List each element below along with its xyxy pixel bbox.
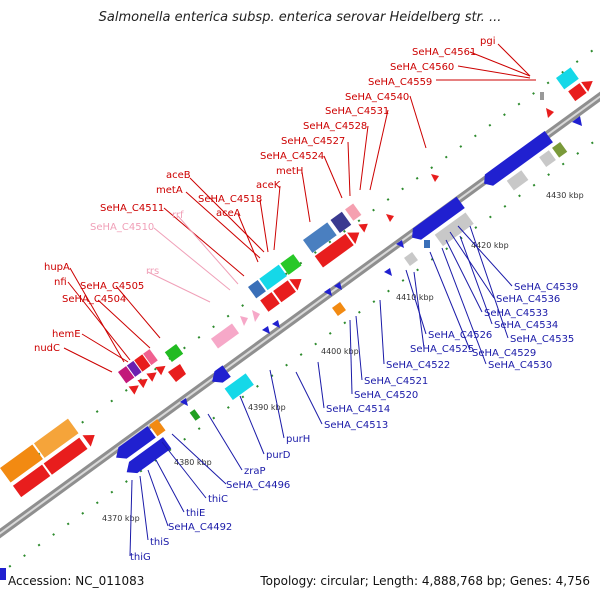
gene-label: pgi [480,36,495,47]
gene-label: metH [276,166,303,177]
gene-label: SeHA_C4525 [410,344,474,355]
gene-label: rrf [172,210,184,221]
gene-block [43,437,88,475]
gene-label: SeHA_C4539 [514,282,578,293]
gene-block [12,464,51,498]
gene-labels-top: pgi SeHA_C4561 SeHA_C4560 SeHA_C4559 SeH… [34,36,495,354]
gene-label: thiC [208,494,228,505]
gene-label: hemE [52,329,81,340]
gene-label: purD [266,450,291,461]
gene-arrow [82,435,95,447]
gene-label: SeHA_C4561 [412,47,476,58]
gene-label: nudC [34,343,60,354]
gene-label: SeHA_C4522 [386,360,450,371]
gene-label: SeHA_C4513 [324,420,388,431]
gene-arrow [240,316,248,326]
gene-block-rrna [210,323,240,349]
gene-label: SeHA_C4527 [281,136,345,147]
gene-label: SeHA_C4511 [100,203,164,214]
gene-label: SeHA_C4496 [226,480,290,491]
gene-label: SeHA_C4531 [325,106,389,117]
gene-block [118,366,135,384]
gene-label: rrs [146,266,159,277]
gene-block [126,360,142,377]
gene-labels-bottom: SeHA_C4539 SeHA_C4536 SeHA_C4533 SeHA_C4… [130,282,578,563]
kbp-tick-label: 4420 kbp [471,241,509,250]
leader-lines-bottom [129,225,513,557]
leader-lines-top [63,43,536,373]
gene-label: SeHA_C4505 [80,281,144,292]
kbp-tick-label: 4400 kbp [321,347,359,356]
gene-label: SeHA_C4514 [326,404,390,415]
gene-block [143,349,158,366]
gene-label: SeHA_C4518 [198,194,262,205]
map-title: Salmonella enterica subsp. enterica sero… [98,10,502,25]
kbp-tick-label: 4370 kbp [102,514,140,523]
gene-label: SeHA_C4510 [90,222,154,233]
gene-label: SeHA_C4536 [496,294,560,305]
genome-summary-text: Topology: circular; Length: 4,888,768 bp… [260,574,590,588]
gene-label: SeHA_C4520 [354,390,418,401]
gene-block [0,444,43,483]
gene-label: metA [156,185,183,196]
gene-label: SeHA_C4540 [345,92,409,103]
gene-label: purH [286,434,310,445]
dotted-tracks [0,44,600,575]
gene-label: SeHA_C4529 [472,348,536,359]
gene-label: SeHA_C4533 [484,308,548,319]
gene-label: thiS [150,537,169,548]
gene-label: SeHA_C4492 [168,522,232,533]
gene-label: nfi [54,277,67,288]
gene-label: SeHA_C4535 [510,334,574,345]
gene-label: SeHA_C4560 [390,62,454,73]
gene-features-forward [0,67,593,498]
gene-label: thiG [130,552,151,563]
gene-label: zraP [244,466,266,477]
gene-label: hupA [44,262,70,273]
accession-text: Accession: NC_011083 [8,574,145,588]
gene-arrow [252,310,260,322]
gene-label: aceK [256,180,281,191]
gene-label: thiE [186,508,205,519]
gene-label: SeHA_C4526 [428,330,492,341]
gene-label: aceA [216,208,241,219]
kbp-tick-label: 4390 kbp [248,403,286,412]
gene-block [33,418,79,458]
gene-arrow [168,364,186,382]
gene-label: aceB [166,170,191,181]
kbp-tick-label: 4430 kbp [546,191,584,200]
gene-label: SeHA_C4521 [364,376,428,387]
gene-label: SeHA_C4528 [303,121,367,132]
gene-label: SeHA_C4504 [62,294,126,305]
kbp-tick-label: 4380 kbp [174,458,212,467]
gene-label: SeHA_C4559 [368,77,432,88]
gene-label: SeHA_C4524 [260,151,324,162]
gene-block [164,344,184,362]
gene-label: SeHA_C4534 [494,320,558,331]
gene-features-reverse [0,116,582,580]
gene-label: SeHA_C4530 [488,360,552,371]
gene-block [134,354,151,372]
